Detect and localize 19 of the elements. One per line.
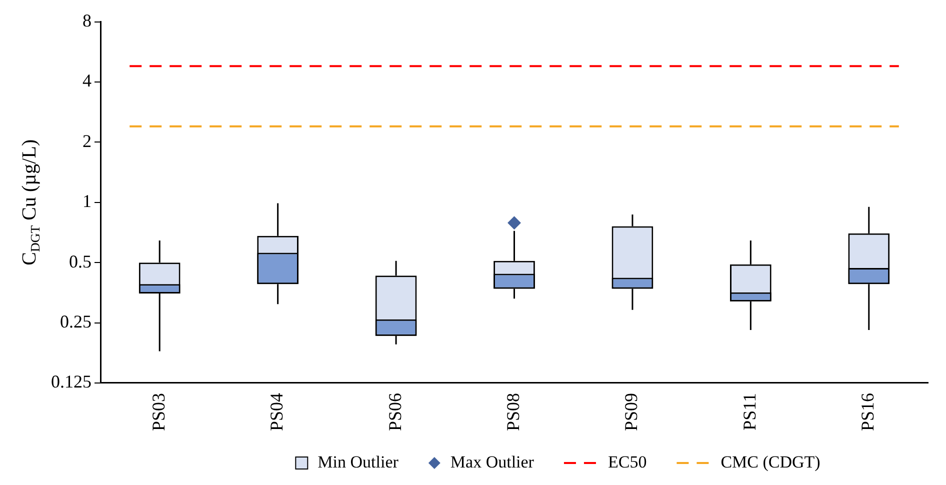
x-tick-label: PS06 (384, 392, 405, 432)
y-tick-label: 0.125 (51, 372, 92, 392)
x-tick-label: PS09 (621, 392, 642, 432)
y-tick-label: 0.5 (69, 251, 92, 272)
y-tick-label: 2 (82, 130, 92, 151)
legend-label: Min Outlier (318, 452, 399, 472)
y-axis-title: CDGT Cu (µg/L) (18, 139, 42, 266)
y-tick-label: 4 (82, 70, 92, 91)
x-tick-label: PS08 (502, 392, 523, 432)
x-tick-label: PS03 (148, 392, 168, 432)
y-tick-label: 1 (82, 191, 92, 212)
legend-label: CMC (CDGT) (720, 452, 820, 472)
y-tick-label: 8 (82, 10, 92, 31)
legend-label: EC50 (608, 452, 647, 472)
x-tick-label: PS16 (858, 392, 878, 432)
legend-label: Max Outlier (450, 452, 534, 472)
y-tick-label: 0.25 (60, 312, 92, 332)
x-tick-label: PS04 (266, 392, 287, 432)
x-tick-label: PS11 (739, 392, 760, 430)
